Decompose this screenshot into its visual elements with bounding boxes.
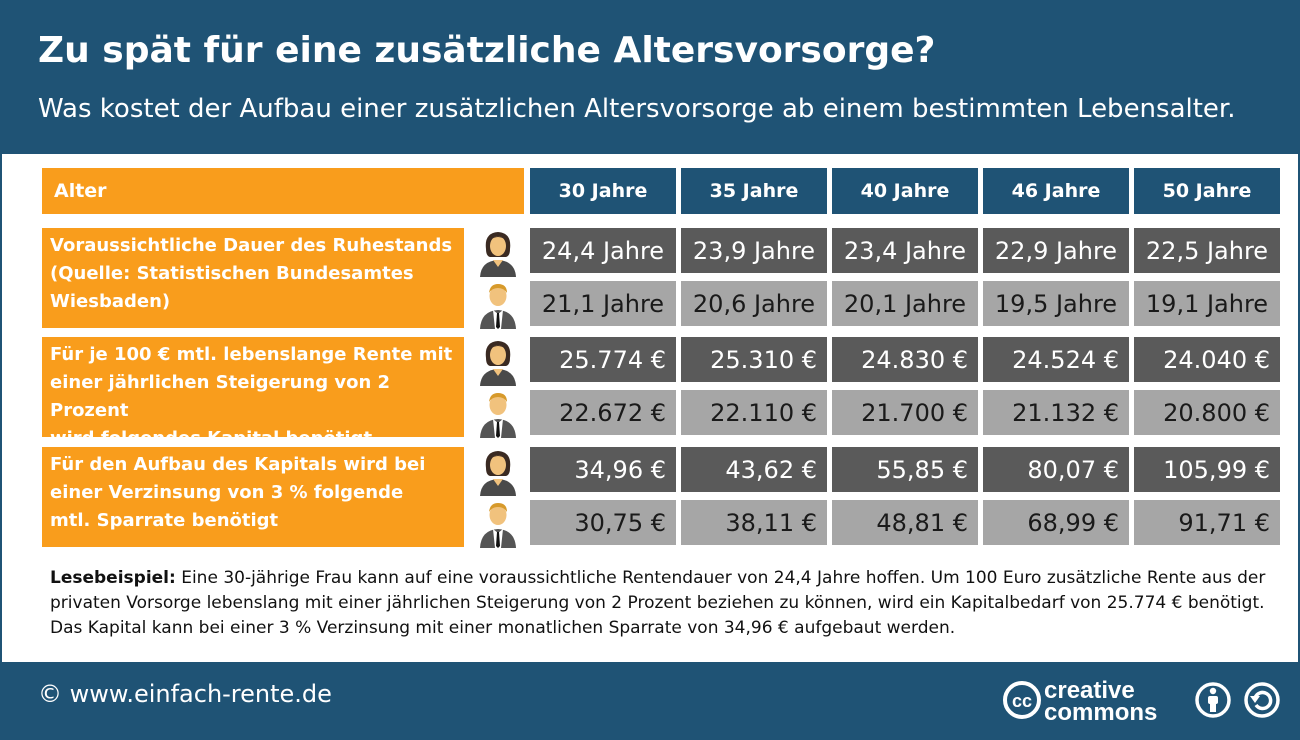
reading-example-lead: Lesebeispiel:: [50, 568, 176, 588]
value-cell-female: 23,4 Jahre: [832, 228, 978, 273]
cc-text-creative: creative: [1044, 677, 1135, 704]
value-cell-male: 48,81 €: [832, 500, 978, 545]
age-header: Alter: [42, 168, 524, 214]
value-cell-male: 38,11 €: [681, 500, 827, 545]
male-person-icon: [476, 500, 520, 548]
creative-commons-logo: cc creative commons: [1003, 677, 1280, 724]
value-cell-female: 55,85 €: [832, 447, 978, 492]
male-person-icon: [476, 281, 520, 329]
reading-example-text: Eine 30-jährige Frau kann auf eine vorau…: [50, 568, 1266, 638]
value-cell-female: 22,5 Jahre: [1134, 228, 1280, 273]
value-cell-female: 24.524 €: [983, 337, 1129, 382]
value-cell-male: 21.700 €: [832, 390, 978, 435]
value-cell-male: 19,5 Jahre: [983, 281, 1129, 326]
column-header-1: 30 Jahre: [530, 168, 676, 214]
value-cell-female: 25.310 €: [681, 337, 827, 382]
reading-example: Lesebeispiel: Eine 30-jährige Frau kann …: [50, 566, 1270, 641]
value-cell-male: 22.110 €: [681, 390, 827, 435]
attribution-icon: [1195, 682, 1231, 718]
cc-icon: [1003, 681, 1041, 719]
copyright-link[interactable]: © www.einfach-rente.de: [38, 680, 332, 708]
value-cell-female: 22,9 Jahre: [983, 228, 1129, 273]
value-cell-male: 20.800 €: [1134, 390, 1280, 435]
value-cell-male: 21,1 Jahre: [530, 281, 676, 326]
page-title: Zu spät für eine zusätzliche Altersvorso…: [38, 30, 936, 71]
row-label-2: Für je 100 € mtl. lebenslange Rente mit …: [42, 337, 464, 449]
value-cell-male: 19,1 Jahre: [1134, 281, 1280, 326]
cc-text-commons: commons: [1044, 699, 1157, 724]
share-alike-icon: [1244, 682, 1280, 718]
female-person-icon: [476, 338, 520, 386]
female-person-icon: [476, 448, 520, 496]
column-header-3: 40 Jahre: [832, 168, 978, 214]
female-person-icon: [476, 229, 520, 277]
table-panel: Alter Lesebeispiel: Eine 30-jährige Frau…: [2, 154, 1298, 662]
value-cell-male: 91,71 €: [1134, 500, 1280, 545]
value-cell-male: 20,6 Jahre: [681, 281, 827, 326]
value-cell-female: 24.830 €: [832, 337, 978, 382]
value-cell-female: 25.774 €: [530, 337, 676, 382]
value-cell-male: 22.672 €: [530, 390, 676, 435]
value-cell-female: 34,96 €: [530, 447, 676, 492]
value-cell-female: 43,62 €: [681, 447, 827, 492]
value-cell-male: 68,99 €: [983, 500, 1129, 545]
value-cell-female: 24,4 Jahre: [530, 228, 676, 273]
svg-text:cc: cc: [1012, 691, 1032, 711]
value-cell-male: 30,75 €: [530, 500, 676, 545]
value-cell-male: 21.132 €: [983, 390, 1129, 435]
male-person-icon: [476, 390, 520, 438]
column-header-2: 35 Jahre: [681, 168, 827, 214]
value-cell-female: 80,07 €: [983, 447, 1129, 492]
column-header-4: 46 Jahre: [983, 168, 1129, 214]
value-cell-female: 105,99 €: [1134, 447, 1280, 492]
value-cell-female: 24.040 €: [1134, 337, 1280, 382]
value-cell-male: 20,1 Jahre: [832, 281, 978, 326]
column-header-5: 50 Jahre: [1134, 168, 1280, 214]
row-label-3: Für den Aufbau des Kapitals wird bei ein…: [42, 447, 464, 547]
value-cell-female: 23,9 Jahre: [681, 228, 827, 273]
row-label-1: Voraussichtliche Dauer des Ruhestands (Q…: [42, 228, 464, 328]
page-subtitle: Was kostet der Aufbau einer zusätzlichen…: [38, 94, 1236, 124]
